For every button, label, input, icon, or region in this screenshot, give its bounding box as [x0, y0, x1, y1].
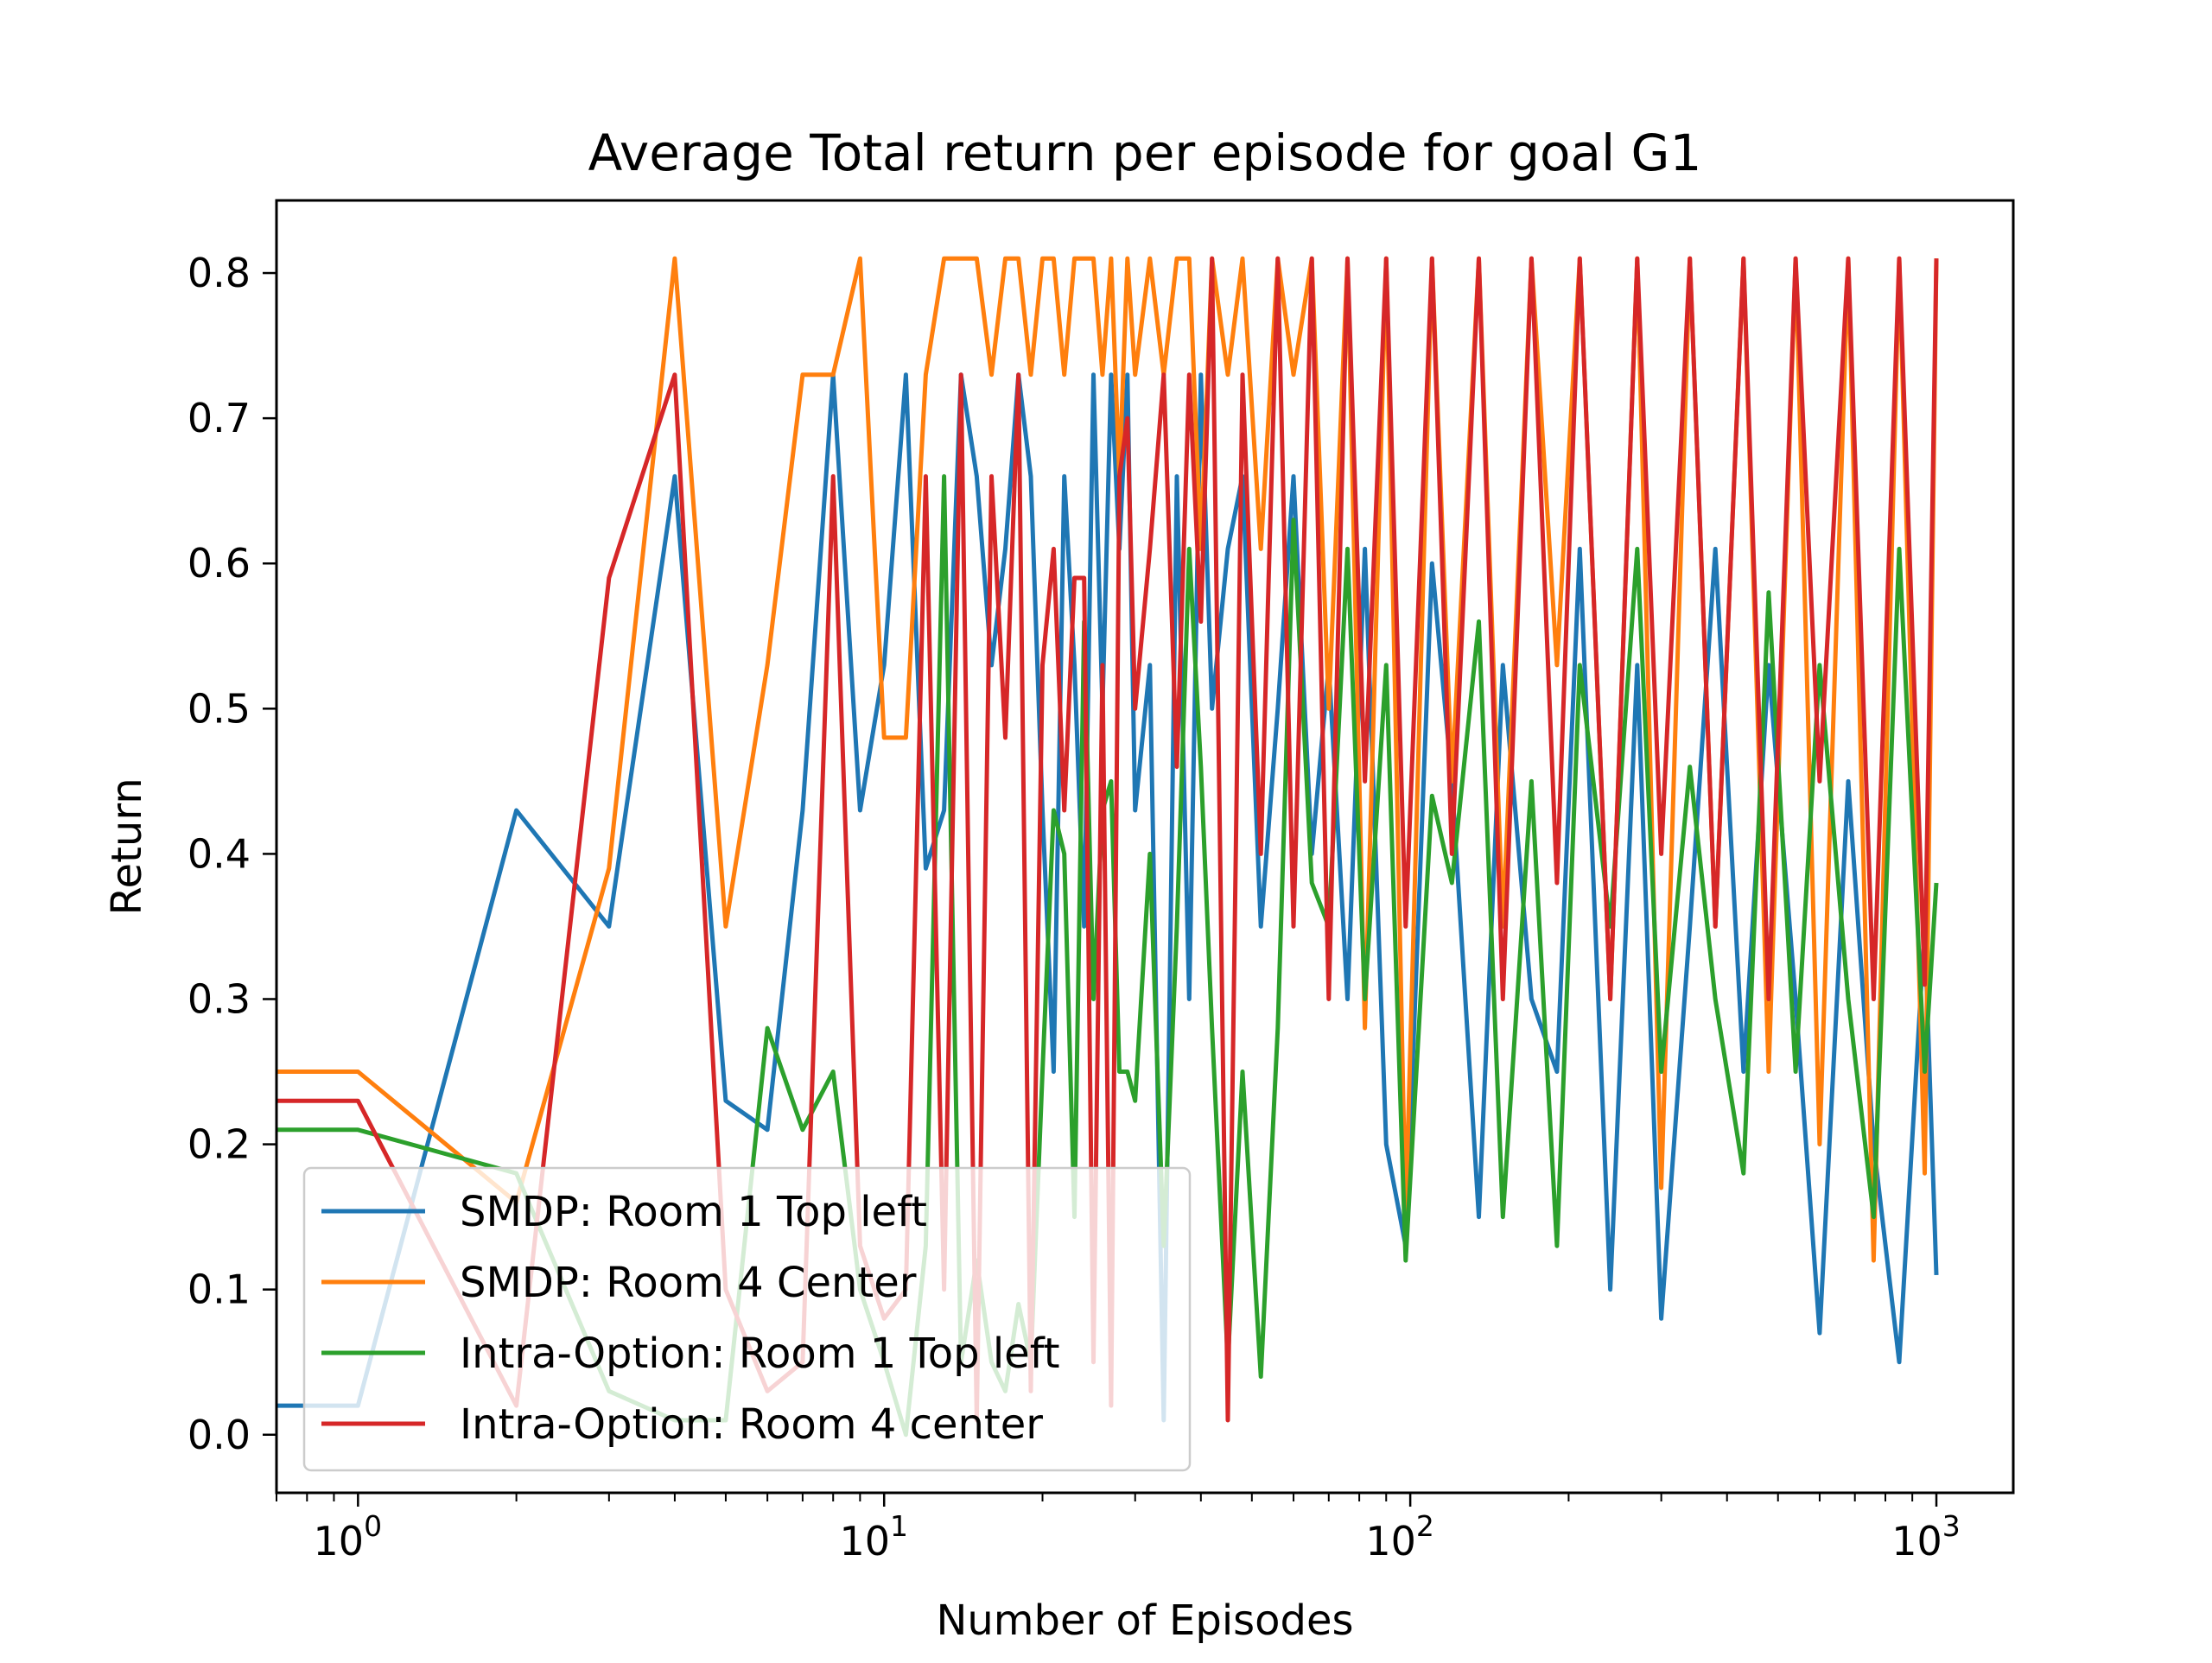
- x-tick-label-base: 10: [1891, 1518, 1942, 1565]
- y-axis-label: Return: [103, 778, 151, 915]
- legend-label-3: Intra-Option: Room 1 Top left: [460, 1330, 1060, 1378]
- legend-label-4: Intra-Option: Room 4 center: [460, 1400, 1043, 1449]
- x-tick-label: 103: [1891, 1509, 1961, 1565]
- x-tick-label-base: 10: [314, 1518, 365, 1565]
- x-tick-label-exponent: 2: [1416, 1509, 1434, 1543]
- x-axis-label: Number of Episodes: [936, 1596, 1353, 1645]
- x-tick-label-base: 10: [1365, 1518, 1416, 1565]
- x-tick-label: 101: [839, 1509, 908, 1565]
- y-tick-label: 0.6: [188, 540, 251, 587]
- x-tick-label: 102: [1365, 1509, 1434, 1565]
- y-tick-label: 0.4: [188, 830, 251, 877]
- y-tick-label: 0.1: [188, 1266, 251, 1313]
- legend-label-2: SMDP: Room 4 Center: [460, 1259, 917, 1307]
- x-tick-label-exponent: 3: [1942, 1509, 1961, 1543]
- y-tick-label: 0.0: [188, 1412, 251, 1458]
- y-tick-label: 0.3: [188, 975, 251, 1022]
- y-tick-label: 0.7: [188, 395, 251, 441]
- x-tick-label-exponent: 0: [364, 1509, 382, 1543]
- y-tick-label: 0.8: [188, 250, 251, 296]
- legend-label-1: SMDP: Room 1 Top left: [460, 1188, 927, 1236]
- y-tick-label: 0.2: [188, 1121, 251, 1168]
- legend: SMDP: Room 1 Top left SMDP: Room 4 Center…: [302, 1166, 1192, 1472]
- series-line-4: [276, 256, 1939, 1423]
- x-tick-label-base: 10: [839, 1518, 890, 1565]
- series-line-1: [276, 372, 1939, 1423]
- x-tick-label: 100: [314, 1509, 383, 1565]
- legend-box: [302, 1166, 1192, 1472]
- plot-frame: [275, 199, 2015, 1495]
- y-tick-label: 0.5: [188, 685, 251, 732]
- x-tick-label-exponent: 1: [890, 1509, 908, 1543]
- x-axis: 100 101 102 103: [276, 1493, 1961, 1565]
- chart-title: Average Total return per episode for goa…: [588, 124, 1702, 182]
- y-axis: 0.0 0.1 0.2 0.3 0.4 0.5 0.6 0.7 0.8: [188, 250, 276, 1458]
